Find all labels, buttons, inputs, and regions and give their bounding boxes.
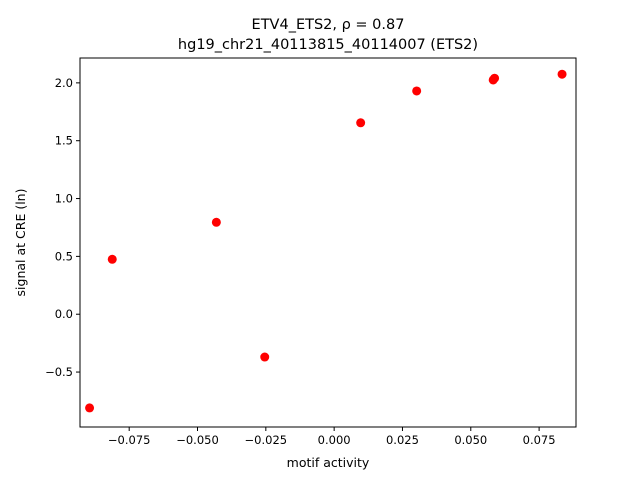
y-tick-label: 0.5 bbox=[55, 249, 73, 263]
data-points bbox=[85, 69, 567, 413]
data-point bbox=[260, 352, 270, 362]
x-axis-ticks: −0.075 −0.050 −0.025 0.000 0.025 0.050 0.075 bbox=[108, 427, 556, 447]
y-axis-label: signal at CRE (ln) bbox=[13, 189, 28, 297]
chart-subtitle: hg19_chr21_40113815_40114007 (ETS2) bbox=[178, 37, 478, 53]
data-point bbox=[557, 69, 567, 79]
data-point bbox=[412, 86, 422, 96]
y-axis-ticks: −0.5 0.0 0.5 1.0 1.5 2.0 bbox=[45, 76, 80, 379]
x-tick-label: 0.075 bbox=[523, 433, 556, 447]
y-tick-label: 0.0 bbox=[55, 307, 73, 321]
x-tick-label: −0.075 bbox=[108, 433, 151, 447]
data-point bbox=[490, 73, 500, 83]
x-tick-label: 0.050 bbox=[454, 433, 487, 447]
x-tick-label: −0.050 bbox=[176, 433, 219, 447]
x-tick-label: −0.025 bbox=[245, 433, 288, 447]
data-point bbox=[356, 118, 366, 128]
y-tick-label: 1.0 bbox=[55, 192, 73, 206]
data-point bbox=[107, 254, 117, 264]
chart-title: ETV4_ETS2, ρ = 0.87 bbox=[252, 17, 405, 33]
data-point bbox=[211, 217, 221, 227]
y-tick-label: 2.0 bbox=[55, 76, 73, 90]
data-point bbox=[85, 403, 95, 413]
x-tick-label: 0.000 bbox=[318, 433, 351, 447]
y-tick-label: −0.5 bbox=[45, 365, 73, 379]
x-axis-label: motif activity bbox=[287, 455, 370, 470]
x-tick-label: 0.025 bbox=[386, 433, 419, 447]
axes-frame bbox=[79, 57, 577, 428]
y-tick-label: 1.5 bbox=[55, 134, 73, 148]
